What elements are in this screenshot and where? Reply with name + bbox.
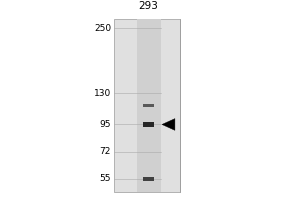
Text: 250: 250: [94, 24, 111, 33]
Text: 130: 130: [94, 89, 111, 98]
Text: 72: 72: [100, 147, 111, 156]
Bar: [114, 19, 180, 192]
Bar: [143, 122, 154, 127]
Bar: [136, 19, 160, 192]
Text: 95: 95: [100, 120, 111, 129]
Text: 55: 55: [100, 174, 111, 183]
Polygon shape: [162, 119, 175, 130]
Bar: [143, 177, 154, 181]
Bar: [143, 104, 154, 107]
Text: 293: 293: [139, 1, 158, 11]
